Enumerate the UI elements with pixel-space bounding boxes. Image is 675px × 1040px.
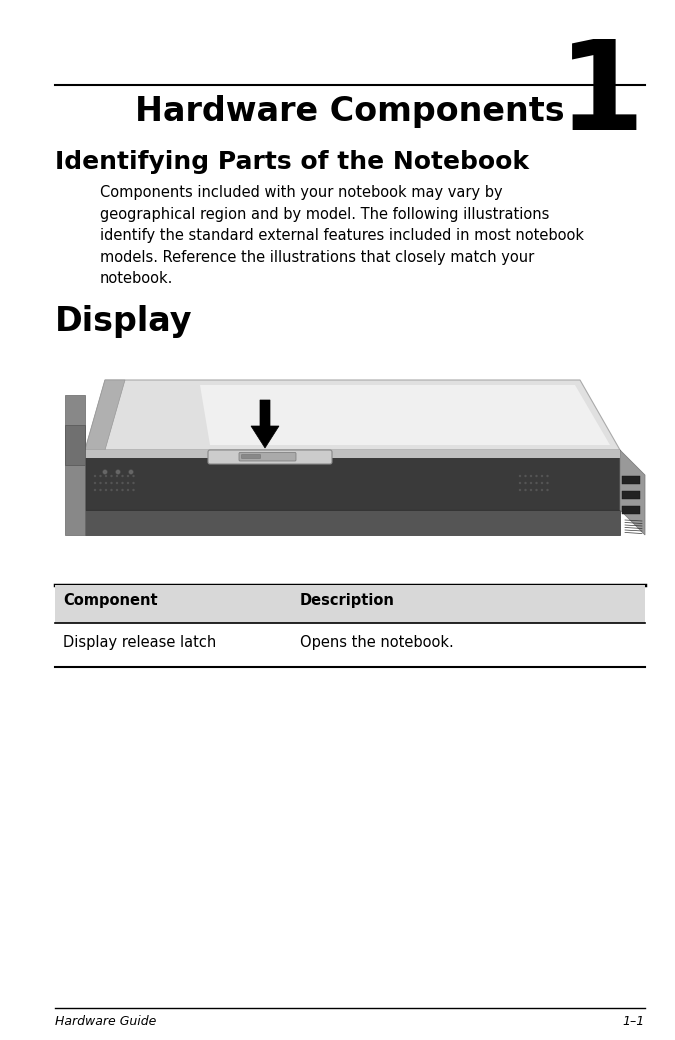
FancyBboxPatch shape (239, 452, 296, 461)
Circle shape (530, 489, 532, 491)
Bar (55, 584, 645, 623)
Circle shape (94, 475, 97, 477)
Circle shape (519, 482, 521, 485)
Circle shape (122, 482, 124, 485)
Circle shape (105, 482, 107, 485)
Circle shape (546, 489, 549, 491)
Circle shape (116, 475, 118, 477)
Circle shape (116, 482, 118, 485)
Polygon shape (85, 380, 125, 450)
Circle shape (535, 489, 538, 491)
Circle shape (132, 489, 135, 491)
Circle shape (519, 489, 521, 491)
Text: Display release latch: Display release latch (63, 635, 216, 650)
Circle shape (524, 475, 526, 477)
Polygon shape (251, 400, 279, 448)
Polygon shape (85, 450, 620, 510)
Circle shape (94, 482, 97, 485)
Polygon shape (65, 395, 85, 535)
Circle shape (105, 475, 107, 477)
Bar (622, 491, 640, 499)
Bar (622, 476, 640, 484)
Circle shape (127, 489, 129, 491)
Circle shape (110, 475, 113, 477)
Circle shape (122, 475, 124, 477)
Circle shape (103, 469, 107, 474)
Text: Hardware Components: Hardware Components (135, 95, 565, 128)
FancyBboxPatch shape (208, 450, 332, 464)
Text: Components included with your notebook may vary by
geographical region and by mo: Components included with your notebook m… (100, 185, 584, 286)
Circle shape (546, 475, 549, 477)
Circle shape (132, 475, 135, 477)
Circle shape (105, 489, 107, 491)
Circle shape (535, 482, 538, 485)
Circle shape (94, 489, 97, 491)
Circle shape (127, 482, 129, 485)
Polygon shape (620, 450, 645, 535)
Text: Hardware Guide: Hardware Guide (55, 1015, 157, 1028)
Circle shape (99, 482, 102, 485)
Text: Description: Description (300, 593, 395, 608)
Circle shape (122, 489, 124, 491)
Circle shape (541, 482, 543, 485)
Circle shape (530, 475, 532, 477)
Circle shape (99, 489, 102, 491)
Bar (622, 506, 640, 514)
Polygon shape (85, 450, 620, 458)
Circle shape (115, 469, 121, 474)
Circle shape (127, 475, 129, 477)
Text: Display: Display (55, 305, 192, 338)
Polygon shape (85, 510, 620, 535)
Circle shape (530, 482, 532, 485)
Circle shape (524, 489, 526, 491)
Text: Identifying Parts of the Notebook: Identifying Parts of the Notebook (55, 150, 529, 174)
Circle shape (541, 475, 543, 477)
Circle shape (132, 482, 135, 485)
Circle shape (128, 469, 134, 474)
Polygon shape (85, 380, 620, 450)
Text: Component: Component (63, 593, 158, 608)
Circle shape (524, 482, 526, 485)
Circle shape (546, 482, 549, 485)
Circle shape (116, 489, 118, 491)
Circle shape (99, 475, 102, 477)
Circle shape (110, 489, 113, 491)
Circle shape (535, 475, 538, 477)
Text: 1: 1 (558, 35, 645, 156)
Circle shape (519, 475, 521, 477)
Circle shape (541, 489, 543, 491)
Text: Opens the notebook.: Opens the notebook. (300, 635, 454, 650)
FancyBboxPatch shape (242, 454, 261, 459)
Polygon shape (65, 425, 85, 465)
Polygon shape (200, 385, 610, 445)
Text: 1–1: 1–1 (623, 1015, 645, 1028)
Circle shape (110, 482, 113, 485)
